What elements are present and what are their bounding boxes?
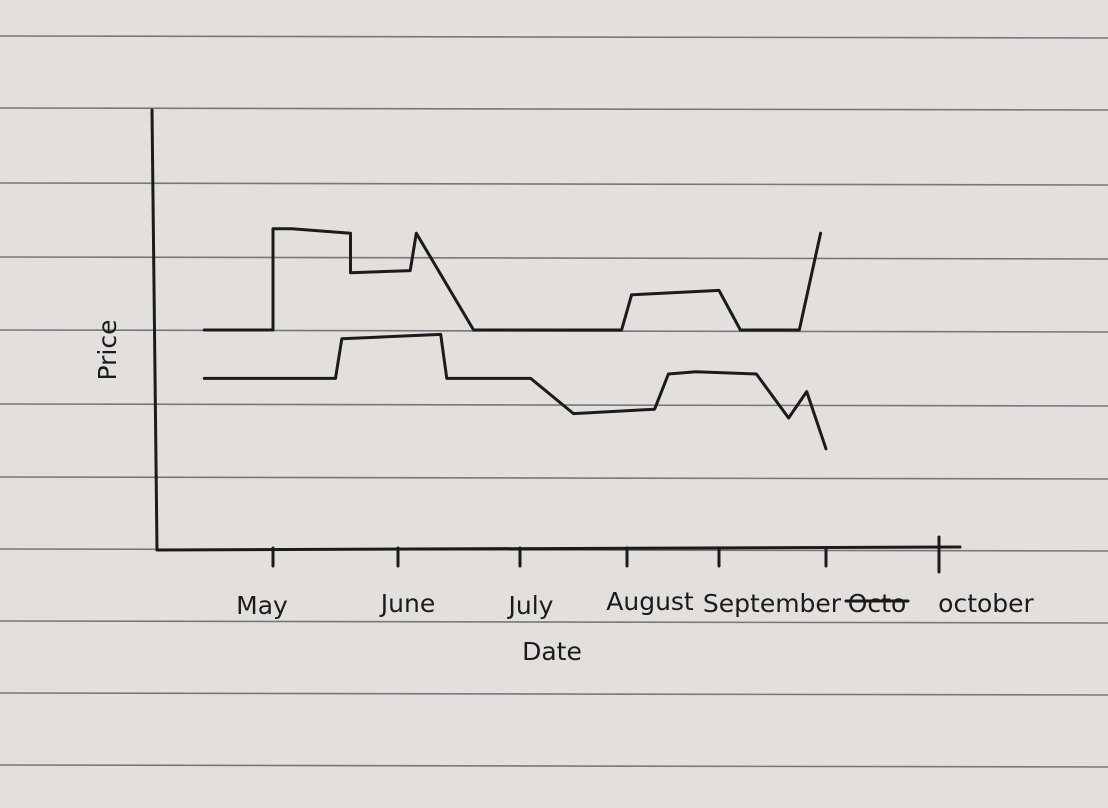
x-tick-label: May <box>236 591 288 620</box>
ruled-line <box>0 620 1108 624</box>
ruled-line <box>0 476 1108 480</box>
ruled-line <box>0 35 1108 39</box>
ruled-line <box>0 692 1108 696</box>
ruled-line <box>0 256 1108 260</box>
x-axis-line <box>155 545 962 552</box>
series-line-1 <box>202 227 823 332</box>
x-tick-label: october <box>938 589 1034 618</box>
x-axis-label: Date <box>522 637 582 666</box>
struck-tick-label-octo: Octo <box>848 589 907 618</box>
x-tick-label: June <box>379 589 435 618</box>
series-line-2 <box>202 332 828 451</box>
x-axis-tick-labels: May June July August September october <box>236 587 1034 620</box>
x-axis-ticks <box>271 535 941 574</box>
ruled-line <box>0 107 1108 111</box>
series-layer <box>202 227 828 451</box>
struck-through-label: Octo <box>844 589 910 618</box>
y-axis-line <box>150 108 159 552</box>
ruled-line <box>0 764 1108 768</box>
y-axis-label: Price <box>93 320 122 381</box>
x-tick-label: July <box>507 591 554 620</box>
ruled-line <box>0 182 1108 186</box>
x-tick-label: September <box>703 589 842 618</box>
ruled-line <box>0 403 1108 407</box>
x-tick-label: August <box>606 587 694 616</box>
